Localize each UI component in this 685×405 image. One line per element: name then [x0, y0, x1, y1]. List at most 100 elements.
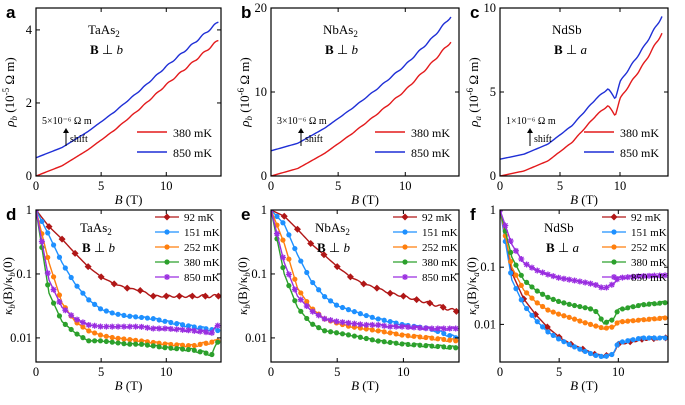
marker-d-1: [144, 315, 150, 321]
marker-f-1: [534, 319, 540, 325]
marker-e-1: [298, 258, 304, 264]
y-tick-label: 10: [484, 1, 497, 15]
x-axis-label: B (T): [570, 378, 598, 393]
marker-e-1: [316, 287, 322, 293]
y-axis-label: ρb (10-5 Ω m): [1, 57, 19, 127]
marker-e-1: [304, 269, 310, 276]
marker-e-3: [351, 333, 358, 339]
marker-f-4: [560, 275, 567, 282]
marker-f-3: [587, 306, 594, 312]
marker-d-4: [79, 319, 86, 326]
marker-d-2: [174, 342, 180, 348]
marker-d-1: [174, 321, 180, 327]
marker-e-3: [441, 344, 447, 350]
field-direction-label: B ⊥ a: [546, 240, 580, 255]
marker-e-1: [339, 304, 346, 311]
plot-frame: [35, 209, 222, 363]
marker-f-1: [630, 337, 636, 343]
marker-d-0: [136, 287, 144, 295]
marker-d-3: [45, 282, 51, 288]
marker-d-1: [39, 218, 45, 225]
marker-e-3: [304, 315, 310, 322]
marker-f-4: [518, 256, 525, 263]
marker-d-4: [138, 323, 145, 330]
y-tick-label: 0: [490, 169, 496, 183]
marker-f-2: [545, 307, 551, 313]
marker-f-3: [641, 302, 647, 308]
marker-e-2: [441, 336, 447, 343]
marker-f-4: [614, 276, 621, 283]
legend-label: 380 mK: [422, 257, 458, 269]
legend-label: 850 mK: [411, 146, 450, 160]
legend-label: 92 mK: [631, 212, 661, 224]
panel-d: 0 5 10 1 0.1 0.01 B (T) κb(B)/κb(0) d TaAs2 B ⊥ b 9…: [0, 203, 222, 393]
marker-e-1: [310, 279, 316, 286]
x-tick-label: 0: [33, 365, 39, 379]
marker-d-0: [110, 280, 118, 288]
marker-e-4: [452, 325, 459, 332]
marker-d-2: [97, 332, 104, 338]
marker-d-1: [97, 306, 104, 312]
marker-f-4: [539, 269, 546, 276]
marker-e-3: [286, 283, 292, 289]
x-tick-label: 10: [612, 365, 625, 379]
marker-e-4: [351, 320, 358, 327]
legend-label: 92 mK: [184, 212, 214, 224]
marker-d-1: [133, 314, 139, 320]
legend-marker: [610, 213, 618, 221]
marker-e-4: [291, 286, 298, 293]
marker-e-4: [357, 321, 364, 328]
marker-d-1: [86, 297, 92, 303]
y-axis-label: κa(B)/κa(0): [464, 257, 481, 315]
marker-e-2: [435, 336, 441, 342]
marker-d-1: [115, 311, 121, 317]
marker-d-1: [179, 322, 186, 328]
x-tick-label: 10: [160, 365, 173, 379]
marker-d-1: [162, 318, 168, 324]
marker-e-4: [393, 323, 400, 330]
marker-f-1: [635, 336, 642, 342]
marker-d-3: [215, 339, 221, 345]
x-tick-label: 10: [397, 365, 410, 379]
marker-f-3: [630, 304, 636, 310]
marker-e-2: [393, 331, 399, 337]
marker-e-2: [447, 337, 453, 343]
marker-f-2: [571, 316, 578, 322]
material-label: NdSb: [544, 220, 574, 235]
series-c-0: [500, 32, 663, 176]
marker-d-0: [162, 292, 170, 300]
legend-marker: [164, 229, 170, 235]
legend-marker: [611, 244, 617, 250]
marker-f-2: [518, 282, 524, 289]
marker-e-3: [417, 342, 423, 348]
x-tick-label: 10: [614, 179, 627, 193]
line-c-0: [500, 32, 663, 176]
y-tick-label: 1: [490, 203, 496, 217]
marker-f-1: [593, 352, 599, 358]
x-tick-label: 0: [268, 179, 274, 193]
marker-e-4: [416, 324, 423, 331]
legend-label: 252 mK: [631, 242, 667, 254]
marker-f-2: [550, 309, 556, 315]
marker-f-4: [523, 261, 530, 268]
marker-d-1: [197, 325, 203, 331]
x-tick-label: 5: [98, 365, 104, 379]
marker-d-2: [168, 341, 174, 348]
marker-e-0: [346, 273, 354, 281]
marker-d-4: [56, 298, 63, 305]
legend-marker: [611, 274, 617, 280]
marker-f-4: [603, 284, 610, 291]
marker-f-3: [603, 319, 610, 325]
marker-d-3: [156, 344, 162, 350]
marker-d-1: [156, 317, 162, 323]
marker-e-1: [369, 314, 375, 320]
marker-d-2: [115, 335, 121, 341]
marker-d-2: [185, 343, 192, 349]
shift-arrowhead: [298, 128, 304, 133]
marker-e-1: [447, 332, 453, 339]
marker-f-2: [534, 300, 540, 306]
marker-e-1: [333, 302, 340, 308]
marker-d-4: [115, 323, 122, 330]
field-direction-label: B ⊥ a: [554, 42, 588, 57]
y-tick-label: 0.1: [480, 260, 496, 274]
